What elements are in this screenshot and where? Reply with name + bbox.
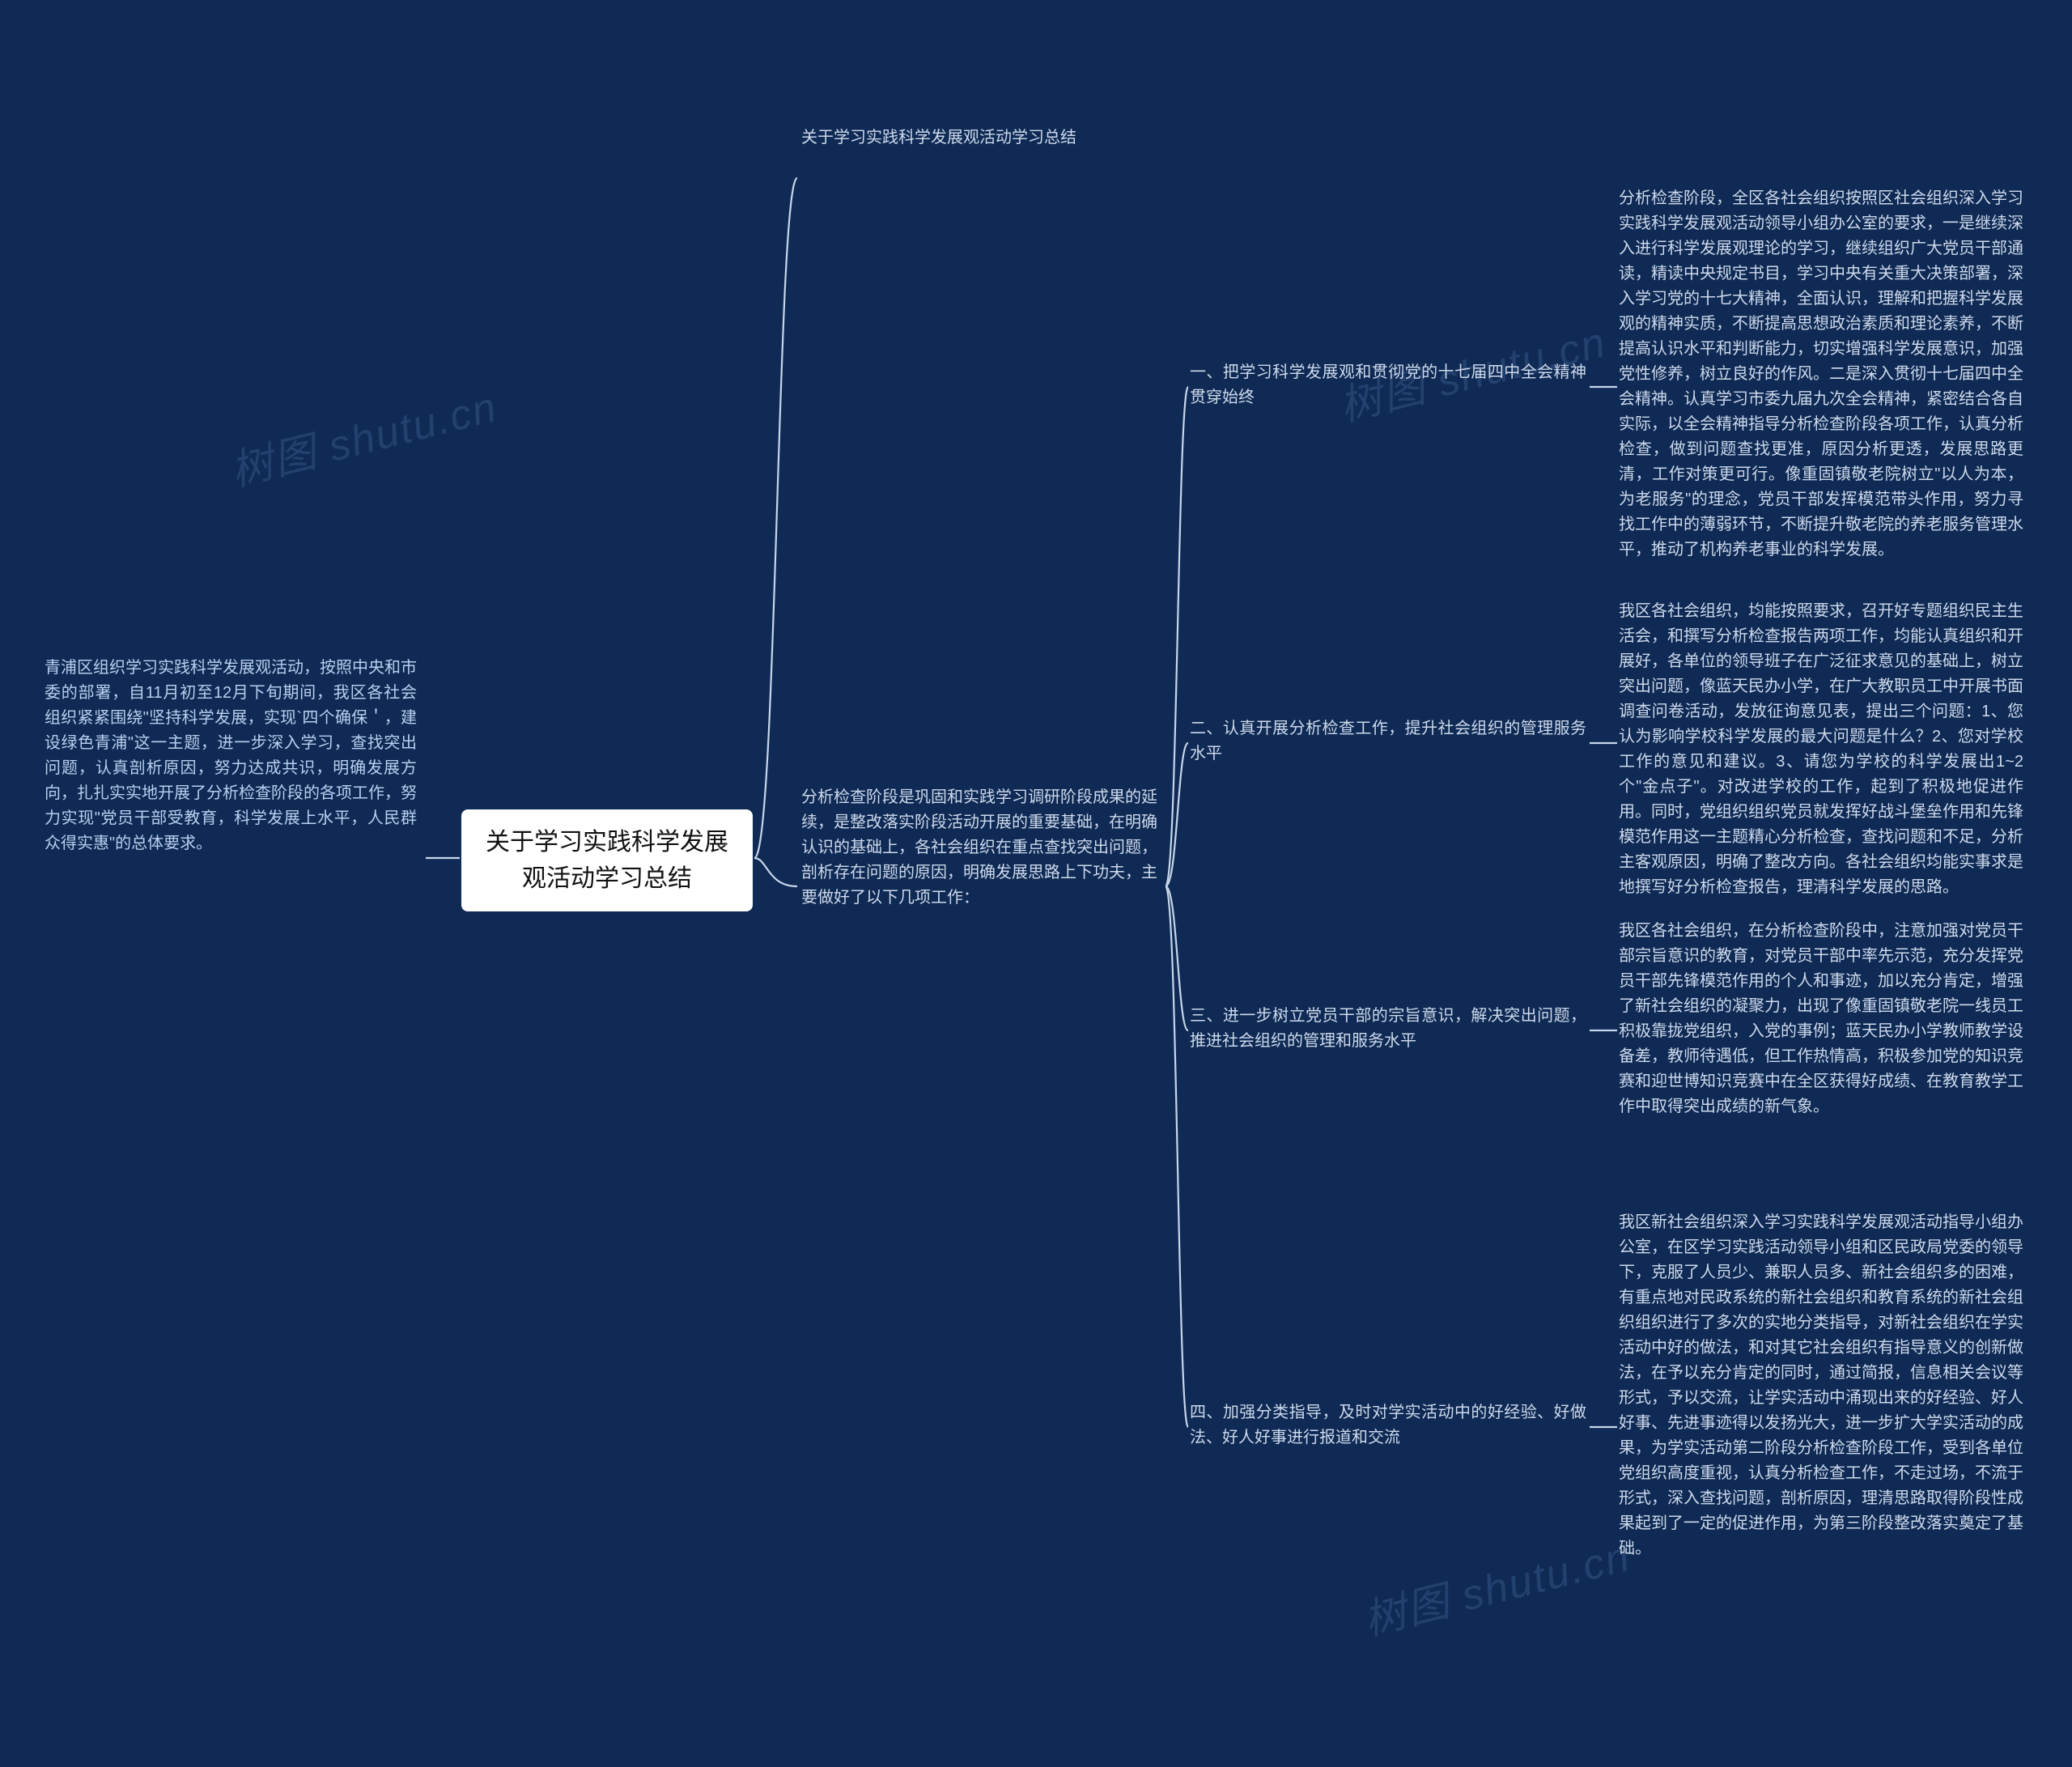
- item-1-title: 一、把学习科学发展观和贯彻党的十七届四中全会精神贯穿始终: [1190, 360, 1586, 410]
- item-4-body: 我区新社会组织深入学习实践科学发展观活动指导小组办公室，在区学习实践活动领导小组…: [1619, 1210, 2023, 1561]
- item-3-title: 三、进一步树立党员干部的宗旨意识，解决突出问题，推进社会组织的管理和服务水平: [1190, 1004, 1586, 1054]
- item-2-title: 二、认真开展分析检查工作，提升社会组织的管理服务水平: [1190, 716, 1586, 767]
- item-1-body: 分析检查阶段，全区各社会组织按照区社会组织深入学习实践科学发展观活动领导小组办公…: [1619, 186, 2023, 563]
- branch-1-title: 关于学习实践科学发展观活动学习总结: [801, 125, 1149, 151]
- item-3-body: 我区各社会组织，在分析检查阶段中，注意加强对党员干部宗旨意识的教育，对党员干部中…: [1619, 919, 2023, 1119]
- watermark: 树图 shutu.cn: [1357, 1522, 1636, 1646]
- item-2-body: 我区各社会组织，均能按照要求，召开好专题组织民主生活会，和撰写分析检查报告两项工…: [1619, 599, 2023, 900]
- watermark: 树图 shutu.cn: [223, 372, 503, 497]
- intro-paragraph: 青浦区组织学习实践科学发展观活动，按照中央和市委的部署，自11月初至12月下旬期…: [45, 656, 417, 856]
- branch-2-intro: 分析检查阶段是巩固和实践学习调研阶段成果的延续，是整改落实阶段活动开展的重要基础…: [801, 785, 1157, 911]
- item-4-title: 四、加强分类指导，及时对学实活动中的好经验、好做法、好人好事进行报道和交流: [1190, 1400, 1586, 1451]
- center-topic: 关于学习实践科学发展观活动学习总结: [461, 809, 753, 911]
